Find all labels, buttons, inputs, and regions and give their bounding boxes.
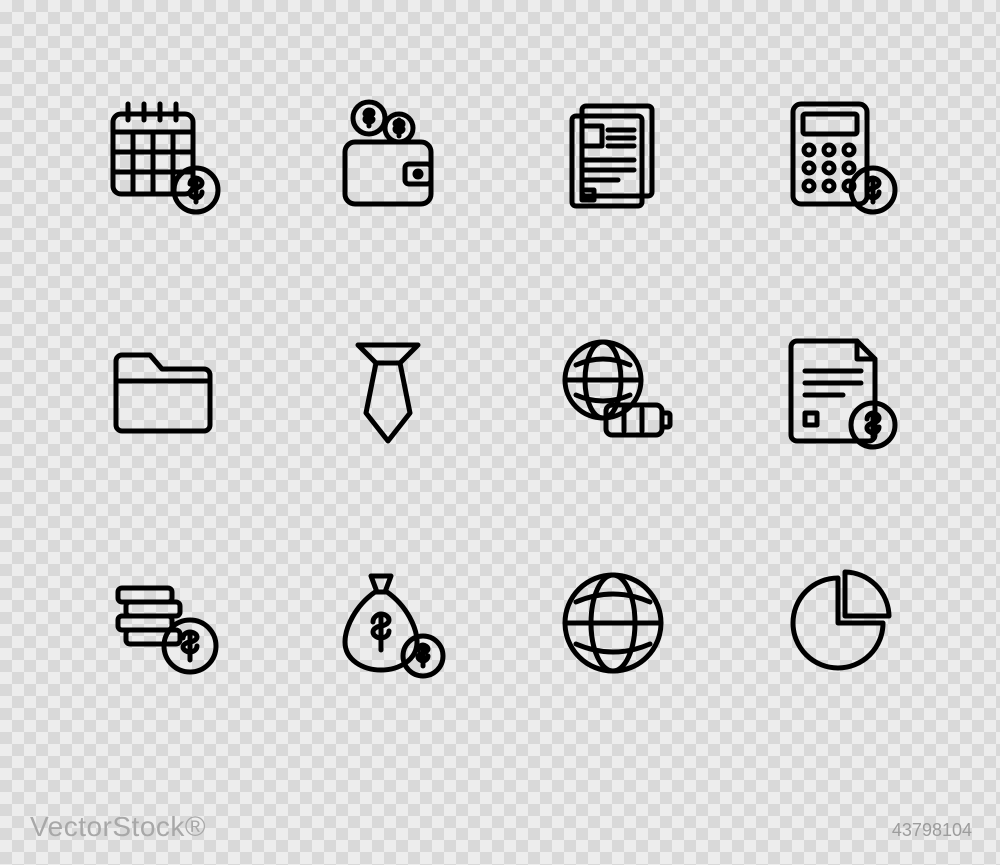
image-id-text: 43798104	[892, 820, 972, 841]
folder-icon	[70, 293, 255, 486]
necktie-icon	[295, 293, 480, 486]
invoice-dollar-icon	[745, 293, 930, 486]
money-bag-coin-icon	[295, 527, 480, 720]
calendar-dollar-icon	[70, 60, 255, 253]
calculator-dollar-icon	[745, 60, 930, 253]
globe-icon	[520, 527, 705, 720]
wallet-coins-icon	[295, 60, 480, 253]
coin-stack-dollar-icon	[70, 527, 255, 720]
globe-battery-icon	[520, 293, 705, 486]
icon-grid	[70, 60, 930, 720]
document-stack-icon	[520, 60, 705, 253]
pie-chart-icon	[745, 527, 930, 720]
watermark-text: VectorStock®	[30, 811, 206, 843]
